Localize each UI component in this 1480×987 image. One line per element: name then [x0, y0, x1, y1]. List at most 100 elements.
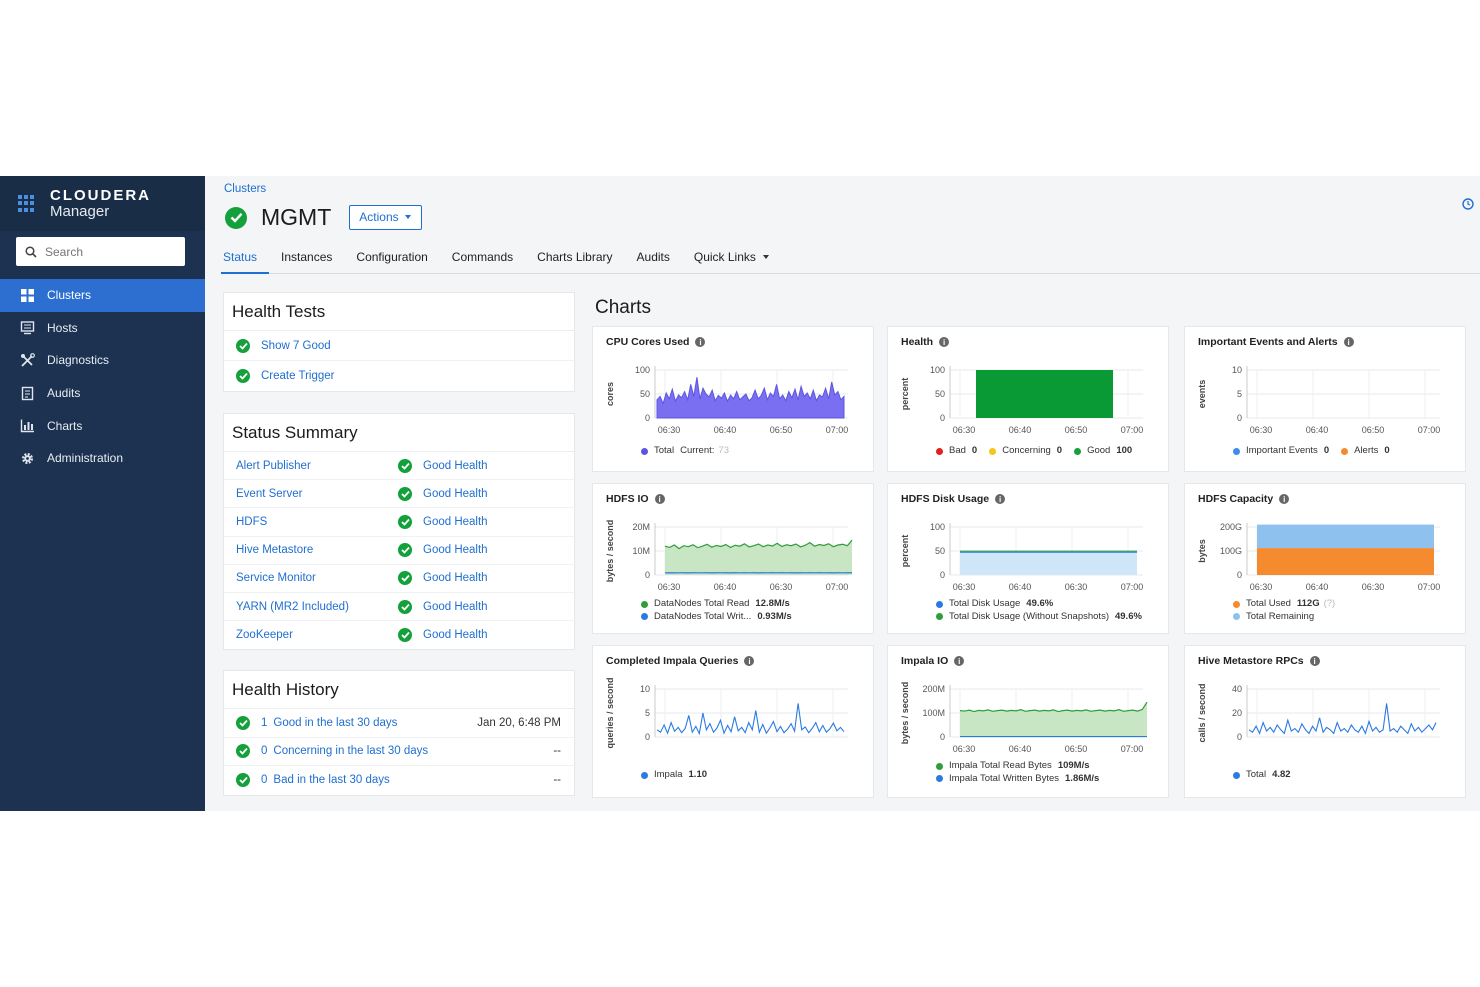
- health-status-link[interactable]: Good Health: [423, 487, 488, 500]
- info-icon[interactable]: i: [995, 494, 1006, 504]
- legend-item[interactable]: Impala Total Written Bytes 1.86M/s: [936, 773, 1099, 786]
- breadcrumb[interactable]: Clusters: [224, 183, 267, 195]
- legend-item[interactable]: Total Disk Usage (Without Snapshots) 49.6…: [936, 611, 1142, 624]
- legend-value: 0.93M/s: [757, 610, 792, 622]
- service-name-link[interactable]: Event Server: [236, 487, 303, 500]
- info-icon[interactable]: i: [939, 337, 950, 347]
- search-box[interactable]: [16, 237, 185, 266]
- history-label-link[interactable]: Bad in the last 30 days: [273, 774, 390, 787]
- create-trigger-link[interactable]: Create Trigger: [261, 370, 335, 382]
- info-icon[interactable]: i: [954, 656, 965, 666]
- status-summary-panel: Status Summary Alert Publisher Good Healt…: [223, 413, 575, 651]
- tab-audits[interactable]: Audits: [637, 242, 670, 273]
- legend-item[interactable]: Total Current: 73: [641, 445, 729, 458]
- tab-configuration[interactable]: Configuration: [356, 242, 427, 273]
- history-row: 0 Bad in the last 30 days --: [224, 766, 574, 795]
- health-status-link[interactable]: Good Health: [423, 600, 488, 613]
- info-icon[interactable]: i: [1343, 337, 1354, 347]
- show-good-link[interactable]: Show 7 Good: [261, 339, 331, 352]
- y-tick-label: 10M: [632, 546, 650, 556]
- legend-item[interactable]: DataNodes Total Read 12.8M/s: [641, 598, 792, 611]
- x-tick-label: 06:30: [1065, 582, 1088, 592]
- legend-item[interactable]: Impala 1.10: [641, 769, 707, 782]
- tab-status[interactable]: Status: [220, 242, 270, 274]
- series-area-read: [960, 702, 1147, 737]
- sidebar-item-diagnostics[interactable]: Diagnostics: [0, 344, 205, 377]
- brand[interactable]: CLOUDERA Manager: [0, 176, 205, 231]
- sidebar-item-hosts[interactable]: Hosts: [0, 312, 205, 345]
- legend-item[interactable]: Good 100: [1074, 445, 1132, 458]
- chart-legend: DataNodes Total Read 12.8M/s DataNodes Tot…: [641, 598, 792, 623]
- sidebar-item-charts[interactable]: Charts: [0, 409, 205, 442]
- info-icon[interactable]: i: [654, 494, 665, 504]
- legend-item[interactable]: Concerning 0: [989, 445, 1062, 458]
- chart-title-text: Completed Impala Queries: [606, 655, 739, 667]
- legend-item[interactable]: Alerts 0: [1341, 445, 1390, 458]
- legend-item[interactable]: Important Events 0: [1233, 445, 1329, 458]
- gear-icon: [21, 452, 34, 464]
- chart-legend: Impala Total Read Bytes 109M/s Impala Tota…: [936, 760, 1099, 785]
- audits-icon: [21, 386, 34, 400]
- info-icon[interactable]: i: [1279, 494, 1290, 504]
- chart-legend: Bad 0 Concerning 0 Good 100: [936, 445, 1144, 458]
- legend-faint-value: (?): [1323, 598, 1336, 609]
- x-tick-label: 06:40: [1009, 744, 1032, 754]
- x-tick-label: 06:30: [1250, 582, 1273, 592]
- legend-value: 112G: [1296, 598, 1320, 609]
- legend-swatch: [936, 600, 943, 608]
- table-row: HDFS Good Health: [224, 508, 574, 537]
- tab-label: Quick Links: [693, 250, 756, 264]
- service-name-link[interactable]: Service Monitor: [236, 572, 316, 585]
- health-status-link[interactable]: Good Health: [423, 629, 488, 642]
- legend-label: DataNodes Total Read: [654, 598, 750, 609]
- history-label-link[interactable]: Concerning in the last 30 days: [273, 745, 429, 758]
- history-count[interactable]: 0: [261, 745, 268, 758]
- history-count[interactable]: 0: [261, 774, 268, 787]
- legend-items: Total Disk Usage 49.6% Total Disk Usage (W…: [936, 598, 1142, 623]
- chart-title-text: Impala IO: [901, 655, 949, 667]
- sidebar-item-administration[interactable]: Administration: [0, 442, 205, 475]
- history-count[interactable]: 1: [261, 716, 268, 729]
- legend-item[interactable]: Total Disk Usage 49.6%: [936, 598, 1142, 611]
- service-name-link[interactable]: YARN (MR2 Included): [236, 600, 349, 613]
- legend-swatch: [641, 600, 648, 608]
- chart-plot: 100 50 0 percent 06:30 06:40 06:50 07:00: [900, 365, 1143, 435]
- y-tick-label: 20M: [632, 522, 650, 532]
- sidebar-item-audits[interactable]: Audits: [0, 377, 205, 410]
- search-input[interactable]: [45, 244, 165, 259]
- x-tick-label: 06:40: [714, 582, 737, 592]
- service-name-link[interactable]: HDFS: [236, 515, 268, 528]
- x-tick-label: 06:50: [770, 425, 793, 435]
- health-status-link[interactable]: Good Health: [423, 572, 488, 585]
- health-status-link[interactable]: Good Health: [423, 515, 488, 528]
- clock-icon[interactable]: [1462, 198, 1474, 210]
- sidebar-item-clusters[interactable]: Clusters: [0, 279, 205, 312]
- y-tick-label: 5: [645, 708, 650, 718]
- tab-charts-library[interactable]: Charts Library: [537, 242, 612, 273]
- legend-item[interactable]: Total Remaining: [1233, 611, 1335, 624]
- legend-item[interactable]: Bad 0: [936, 445, 977, 458]
- chart-card-impalaio: Impala IO i 200M 100M 0 bytes / second 06:30 06…: [887, 645, 1169, 798]
- service-name-link[interactable]: Hive Metastore: [236, 544, 314, 557]
- chart-card-capacity: HDFS Capacity i 200G 100G 0 bytes 06:30 06:40 06…: [1184, 483, 1466, 634]
- tab-commands[interactable]: Commands: [452, 242, 513, 273]
- health-status-link[interactable]: Good Health: [423, 459, 488, 472]
- legend-item[interactable]: Impala Total Read Bytes 109M/s: [936, 760, 1099, 773]
- info-icon[interactable]: i: [695, 337, 706, 347]
- health-status-link[interactable]: Good Health: [423, 544, 488, 557]
- info-icon[interactable]: i: [1309, 656, 1320, 666]
- service-name-link[interactable]: Alert Publisher: [236, 459, 311, 472]
- tab-instances[interactable]: Instances: [281, 242, 332, 273]
- history-label-link[interactable]: Good in the last 30 days: [273, 716, 398, 729]
- y-tick-label: 0: [1237, 732, 1242, 742]
- service-name-link[interactable]: ZooKeeper: [236, 629, 293, 642]
- actions-button[interactable]: Actions: [349, 205, 422, 230]
- tab-quick-links[interactable]: Quick Links: [694, 242, 769, 273]
- legend-item[interactable]: Total Used 112G (?): [1233, 598, 1335, 611]
- hosts-icon: [20, 321, 35, 335]
- legend-item[interactable]: Total 4.82: [1233, 769, 1291, 782]
- app-grid-icon[interactable]: [18, 194, 36, 213]
- legend-item[interactable]: DataNodes Total Writ... 0.93M/s: [641, 611, 792, 624]
- y-axis-label: events: [1197, 380, 1207, 409]
- info-icon[interactable]: i: [744, 656, 755, 666]
